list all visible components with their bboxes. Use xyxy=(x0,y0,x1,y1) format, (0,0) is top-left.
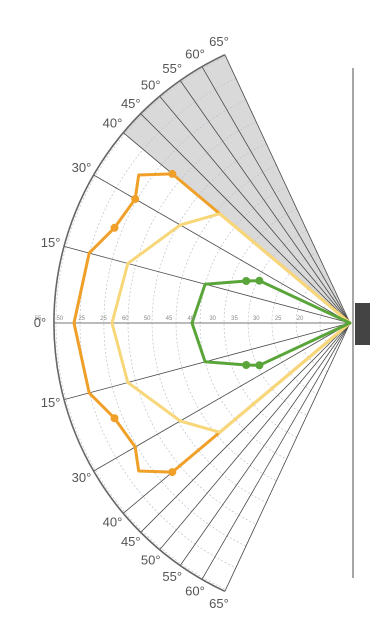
curve-marker xyxy=(168,468,177,477)
angle-label: 30° xyxy=(72,470,92,485)
grid-ring xyxy=(103,99,247,547)
angle-label: 50° xyxy=(141,553,161,568)
curve-marker xyxy=(255,276,264,285)
angle-ray xyxy=(140,322,351,533)
angle-label: 0° xyxy=(34,315,46,330)
speaker-icon xyxy=(352,68,370,578)
angle-label: 40° xyxy=(103,116,123,131)
response-curve-light_yellow xyxy=(110,212,352,434)
angle-ray xyxy=(201,322,351,580)
curve-marker xyxy=(131,195,140,203)
ring-label: 20 xyxy=(297,316,304,322)
label-layer: 55 50 25 25 60 50 45 40 30 35 30 25 2065°60°55°50°45… xyxy=(34,34,304,611)
grid-ring xyxy=(223,208,297,438)
angle-label: 15° xyxy=(41,395,61,410)
angle-label: 65° xyxy=(209,596,229,611)
angle-ray xyxy=(159,96,351,324)
curve-marker xyxy=(168,169,177,178)
angle-label: 45° xyxy=(121,96,141,111)
rim-layer xyxy=(53,53,226,593)
curve-marker xyxy=(242,277,251,285)
angle-ray xyxy=(224,322,351,592)
ring-label: 40 xyxy=(187,316,194,322)
angle-label: 45° xyxy=(121,534,141,549)
ring-label: 45 xyxy=(166,316,173,322)
angle-label: 55° xyxy=(162,61,182,76)
angle-label: 60° xyxy=(185,47,205,62)
angle-ray xyxy=(159,322,351,550)
ring-label: 60 xyxy=(122,316,129,322)
ring-label: 50 xyxy=(144,316,151,322)
curve-marker xyxy=(110,223,119,232)
angle-ray xyxy=(224,54,351,324)
ring-label: 25 xyxy=(78,316,85,322)
curve-marker xyxy=(242,361,251,369)
ring-label: 55 xyxy=(35,316,42,322)
angle-label: 60° xyxy=(185,584,205,599)
angle-ray xyxy=(201,66,351,324)
angle-ray xyxy=(140,113,351,324)
ring-label: 50 xyxy=(56,316,63,322)
ring-label: 30 xyxy=(209,316,216,322)
angle-ray xyxy=(93,322,351,472)
curve-marker xyxy=(255,361,264,370)
ring-label: 30 xyxy=(253,316,260,322)
angle-label: 30° xyxy=(72,160,92,175)
ring-label: 25 xyxy=(275,316,282,322)
curve-marker xyxy=(110,414,119,423)
angle-label: 55° xyxy=(162,569,182,584)
response-curve-orange xyxy=(72,172,352,474)
angle-label: 65° xyxy=(209,34,229,49)
outer-rim xyxy=(53,53,226,593)
angle-label: 50° xyxy=(141,78,161,93)
grid-ring xyxy=(247,230,308,416)
angle-ray xyxy=(179,322,351,566)
ring-label: 35 xyxy=(231,316,238,322)
angle-ray xyxy=(179,80,351,324)
curve-layer xyxy=(72,169,352,477)
angle-label: 15° xyxy=(41,235,61,250)
ring-label: 25 xyxy=(100,316,107,322)
speaker-body xyxy=(355,303,370,345)
grid-ring xyxy=(79,77,237,569)
response-curve-green xyxy=(190,279,352,367)
angle-label: 40° xyxy=(103,514,123,529)
